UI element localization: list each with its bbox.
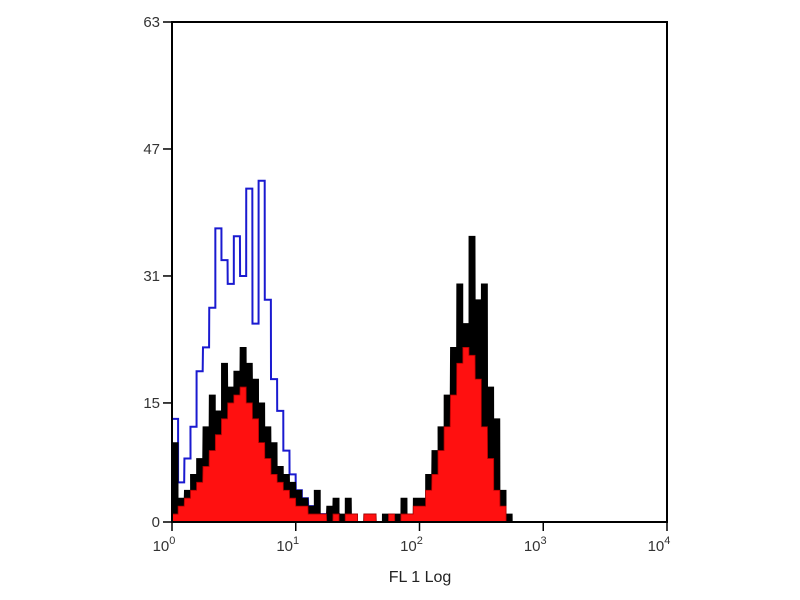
x-tick-base: 10 (648, 538, 665, 555)
x-tick-base: 10 (400, 538, 417, 555)
series-layer (171, 179, 525, 523)
y-tick-label: 0 (152, 514, 160, 531)
x-tick-label: 103 (524, 535, 547, 555)
x-tick-exponent: 4 (664, 535, 670, 547)
x-tick-label: 100 (153, 535, 176, 555)
y-axis: 0 15 31 47 63 (143, 14, 172, 531)
y-tick-label: 15 (143, 395, 160, 412)
x-axis-title: FL 1 Log (389, 569, 452, 586)
x-tick-exponent: 2 (417, 535, 423, 547)
x-tick-exponent: 0 (169, 535, 175, 547)
x-tick-exponent: 1 (293, 535, 299, 547)
x-tick-label: 101 (276, 535, 299, 555)
x-tick-label: 104 (648, 535, 671, 555)
x-tick-base: 10 (524, 538, 541, 555)
x-tick-base: 10 (276, 538, 293, 555)
y-tick-label: 31 (143, 268, 160, 285)
x-tick-label: 102 (400, 535, 423, 555)
y-tick-label: 63 (143, 14, 160, 31)
y-tick-label: 47 (143, 141, 160, 158)
x-tick-exponent: 3 (541, 535, 547, 547)
x-axis: 100 101 102 103 104 (153, 522, 671, 555)
x-tick-base: 10 (153, 538, 170, 555)
series-2-histogram (171, 346, 525, 523)
